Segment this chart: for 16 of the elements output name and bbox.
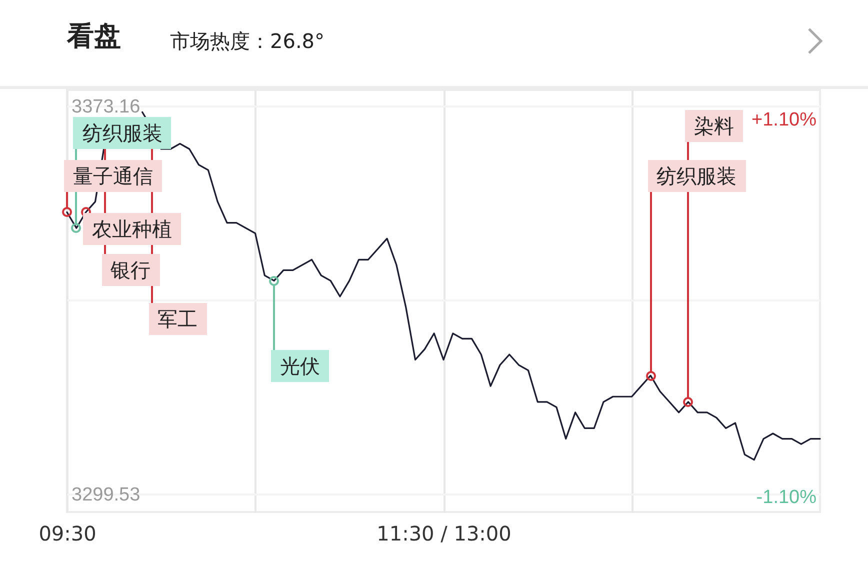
annotation: 农业种植 [82, 213, 181, 245]
annotation: 纺织服装 [73, 117, 172, 149]
y-tick-label: 3373.16 [72, 96, 140, 118]
annotation: 量子通信 [64, 160, 162, 192]
annotation: 银行 [102, 254, 160, 286]
annotation: 军工 [148, 303, 207, 335]
x-tick-label: 09:30 [38, 522, 96, 546]
x-tick-label: 11:30 / 13:00 [376, 522, 512, 546]
y-tick-label: 3299.53 [72, 484, 140, 506]
annotation: 纺织服装 [648, 160, 746, 192]
y2-tick-label: +1.10% [752, 110, 817, 131]
chart-subtitle: 市场热度：26.8° [170, 28, 325, 55]
annotation: 染料 [685, 110, 744, 142]
annotation: 光伏 [271, 350, 330, 382]
y2-tick-label: -1.10% [756, 487, 817, 508]
chart-title: 看盘 [67, 20, 121, 54]
